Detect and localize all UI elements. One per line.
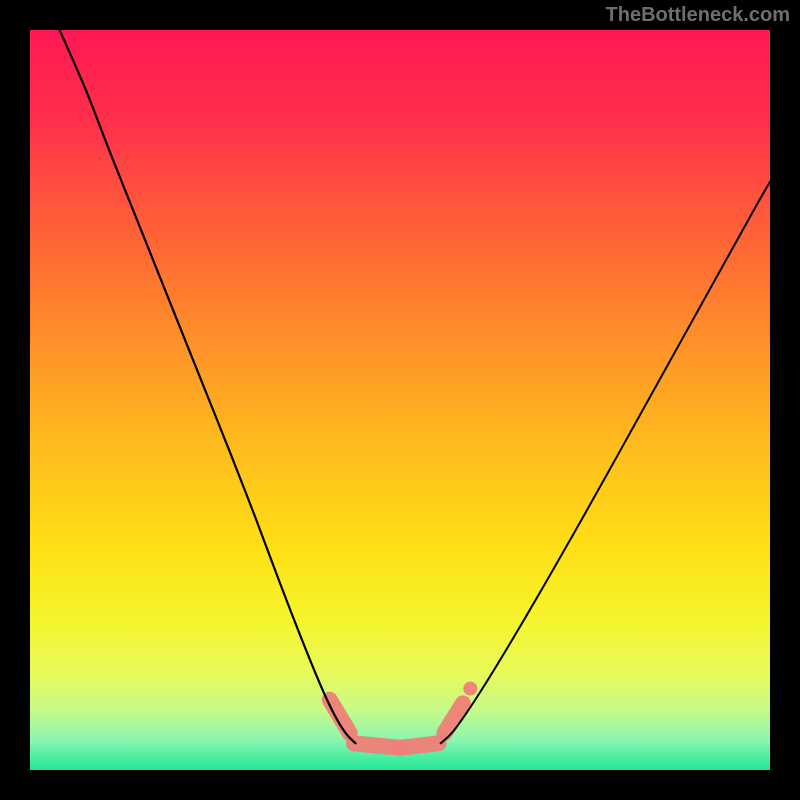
chart-background	[30, 30, 770, 770]
plot-area	[30, 30, 770, 770]
valley-dot	[463, 682, 477, 696]
valley-segment	[400, 743, 438, 747]
watermark-text: TheBottleneck.com	[606, 4, 790, 27]
chart-frame: TheBottleneck.com	[0, 0, 800, 800]
bottleneck-chart	[30, 30, 770, 770]
